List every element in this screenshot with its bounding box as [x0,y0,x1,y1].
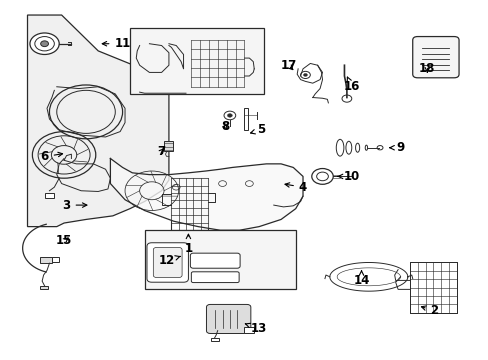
Circle shape [303,73,307,76]
Text: 11: 11 [102,37,130,50]
Text: 18: 18 [418,62,435,75]
Text: 16: 16 [343,77,359,93]
Bar [130,28,264,94]
FancyBboxPatch shape [153,247,182,278]
Bar [211,338,218,341]
FancyBboxPatch shape [412,37,458,78]
Text: 14: 14 [353,271,369,287]
FancyBboxPatch shape [206,305,250,333]
Bar [171,178,207,230]
Bar [40,257,52,263]
Circle shape [30,33,59,54]
Text: 4: 4 [285,181,306,194]
FancyBboxPatch shape [190,253,240,268]
Polygon shape [27,15,168,226]
Text: 10: 10 [337,170,359,183]
Circle shape [341,95,351,102]
Bar [144,230,295,289]
Polygon shape [110,158,303,230]
Bar [190,40,244,87]
Text: 12: 12 [158,254,180,267]
Text: 13: 13 [245,322,267,335]
Text: 1: 1 [184,234,192,255]
Bar [409,262,456,313]
Text: 9: 9 [389,141,404,154]
Bar [44,193,54,198]
Text: 6: 6 [41,150,62,163]
Text: 2: 2 [421,305,438,318]
Text: 3: 3 [62,199,87,212]
Bar [163,140,172,151]
FancyBboxPatch shape [147,243,188,282]
Text: 8: 8 [221,120,229,133]
Text: 17: 17 [280,59,296,72]
Bar [52,257,59,262]
Bar [244,327,254,333]
Bar [243,108,248,130]
Circle shape [227,114,232,117]
Bar [40,286,48,289]
Circle shape [311,168,332,184]
Text: 5: 5 [250,123,265,136]
FancyBboxPatch shape [191,272,239,283]
Text: 7: 7 [157,145,165,158]
Text: 15: 15 [56,234,72,247]
Circle shape [41,41,48,46]
